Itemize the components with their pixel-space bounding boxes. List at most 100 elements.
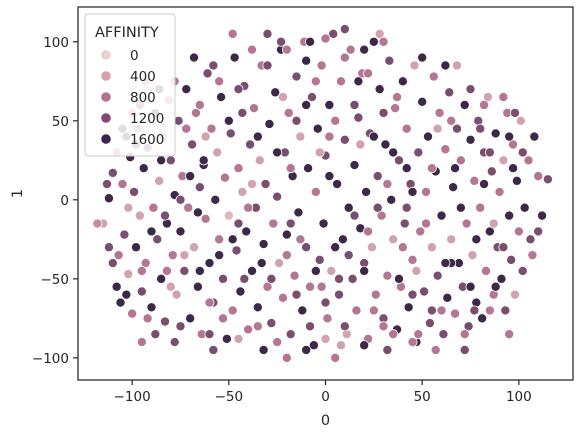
- scatter-point: [181, 123, 192, 134]
- scatter-point: [359, 265, 370, 276]
- scatter-point: [463, 321, 474, 332]
- scatter-point: [192, 281, 203, 292]
- scatter-point: [378, 36, 389, 47]
- legend-marker: [100, 91, 112, 103]
- scatter-point: [351, 305, 362, 316]
- scatter-point: [533, 226, 544, 237]
- scatter-point: [322, 313, 333, 324]
- scatter-point: [355, 139, 366, 150]
- scatter-point: [529, 131, 540, 142]
- scatter-point: [504, 329, 515, 340]
- scatter-point: [214, 234, 225, 245]
- scatter-point: [401, 163, 412, 174]
- scatter-point: [227, 234, 238, 245]
- scatter-point: [490, 128, 501, 139]
- scatter-point: [527, 250, 538, 261]
- scatter-point: [204, 297, 215, 308]
- scatter-point: [316, 281, 327, 292]
- scatter-point: [432, 123, 443, 134]
- scatter-point: [508, 163, 519, 174]
- scatter-point: [237, 107, 248, 118]
- scatter-point: [484, 305, 495, 316]
- scatter-point: [517, 265, 528, 276]
- y-axis-label: 1: [10, 189, 26, 198]
- scatter-point: [239, 273, 250, 284]
- scatter-point: [482, 92, 493, 103]
- scatter-point: [403, 302, 414, 313]
- scatter-point: [496, 273, 507, 284]
- scatter-point: [262, 60, 273, 71]
- scatter-point: [498, 242, 509, 253]
- scatter-point: [266, 273, 277, 284]
- scatter-point: [254, 155, 265, 166]
- scatter-point: [486, 166, 497, 177]
- scatter-point: [370, 289, 381, 300]
- scatter-point: [392, 92, 403, 103]
- scatter-point: [436, 210, 447, 221]
- y-tick-label: −50: [41, 272, 70, 288]
- y-axis-ticks: −100 −50 0 50 100: [32, 35, 78, 367]
- scatter-point: [328, 28, 339, 39]
- scatter-point: [451, 60, 462, 71]
- scatter-point: [270, 87, 281, 98]
- scatter-point: [504, 210, 515, 221]
- scatter-point: [359, 340, 370, 351]
- scatter-point: [272, 191, 283, 202]
- scatter-point: [189, 52, 200, 63]
- scatter-point: [372, 171, 383, 182]
- scatter-point: [301, 55, 312, 66]
- scatter-point: [291, 71, 302, 82]
- scatter-point: [194, 99, 205, 110]
- scatter-point: [421, 218, 432, 229]
- scatter-point: [399, 218, 410, 229]
- scatter-point: [448, 182, 459, 193]
- scatter-point: [363, 68, 374, 79]
- scatter-point: [417, 96, 428, 107]
- scatter-point: [243, 324, 254, 335]
- scatter-point: [192, 207, 203, 218]
- legend-marker: [100, 133, 112, 145]
- scatter-point: [169, 337, 180, 348]
- scatter-point: [513, 226, 524, 237]
- y-tick-label: −100: [32, 351, 69, 367]
- scatter-point: [218, 313, 229, 324]
- x-axis-ticks: −100 −50 0 50 100: [114, 380, 532, 405]
- scatter-point: [430, 344, 441, 355]
- scatter-point: [262, 281, 273, 292]
- scatter-point: [258, 239, 269, 250]
- scatter-point: [320, 333, 331, 344]
- scatter-point: [92, 218, 103, 229]
- scatter-point: [407, 186, 418, 197]
- scatter-point: [274, 258, 285, 269]
- scatter-point: [233, 84, 244, 95]
- scatter-point: [218, 273, 229, 284]
- scatter-point: [326, 265, 337, 276]
- scatter-point: [490, 281, 501, 292]
- scatter-point: [421, 186, 432, 197]
- scatter-point: [320, 33, 331, 44]
- scatter-point: [542, 174, 553, 185]
- scatter-point: [455, 155, 466, 166]
- scatter-point: [353, 76, 364, 87]
- x-tick-label: −100: [114, 389, 151, 405]
- scatter-point: [310, 186, 321, 197]
- scatter-point: [252, 302, 263, 313]
- scatter-point: [523, 155, 534, 166]
- scatter-point: [241, 226, 252, 237]
- scatter-point: [525, 234, 536, 245]
- scatter-point: [247, 179, 258, 190]
- scatter-point: [349, 99, 360, 110]
- scatter-point: [368, 36, 379, 47]
- scatter-point: [107, 167, 118, 178]
- scatter-point: [179, 265, 190, 276]
- legend-entry-label: 1600: [130, 132, 164, 148]
- scatter-point: [442, 292, 453, 303]
- scatter-point: [428, 71, 439, 82]
- scatter-point: [167, 250, 178, 261]
- legend: AFFINITY 0 400 800 1200 1600: [84, 13, 176, 157]
- scatter-point: [349, 210, 360, 221]
- scatter-point: [339, 24, 350, 35]
- scatter-point: [297, 305, 308, 316]
- x-axis-label: 0: [321, 413, 330, 429]
- legend-entry-label: 0: [130, 48, 139, 64]
